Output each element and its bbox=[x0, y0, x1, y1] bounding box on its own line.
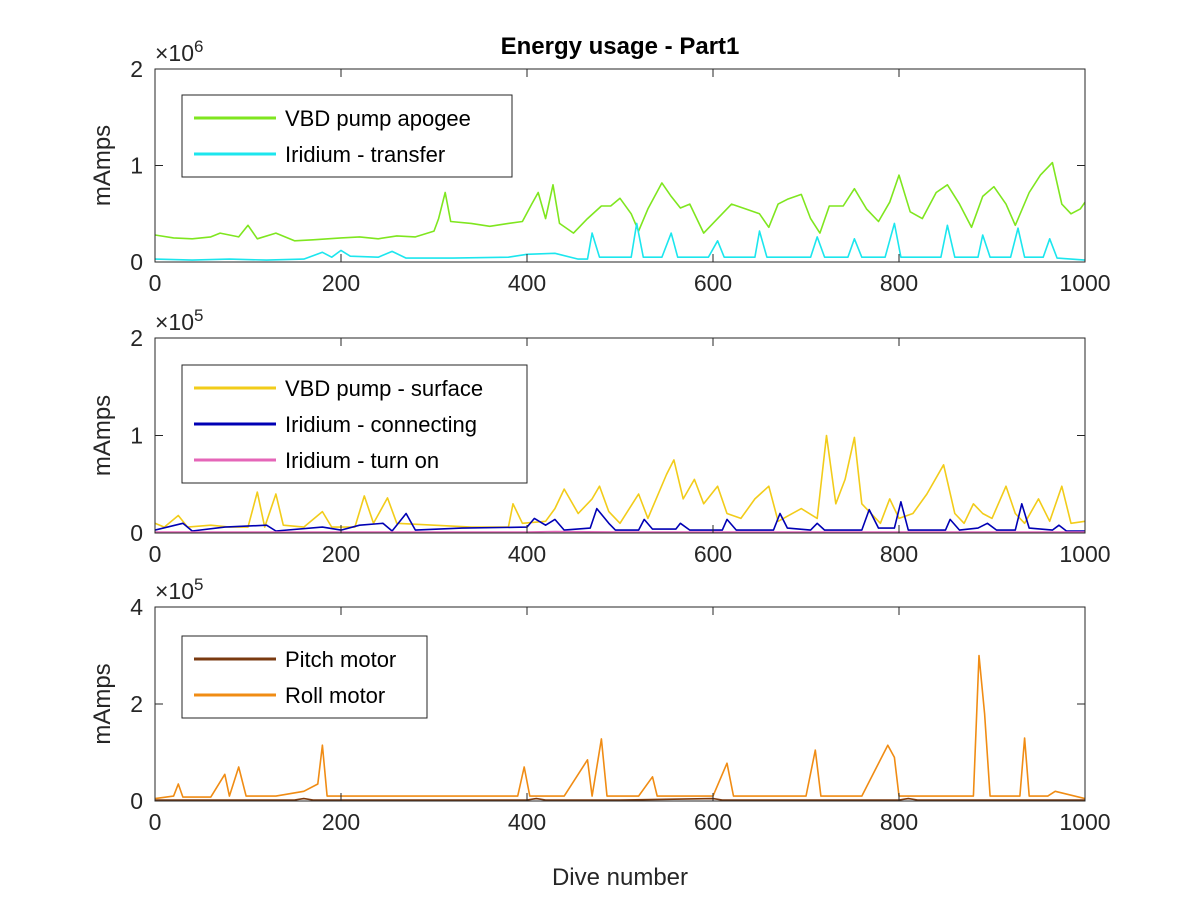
figure-title: Energy usage - Part1 bbox=[501, 33, 740, 60]
x-tick-label: 600 bbox=[694, 809, 732, 835]
y-tick-label: 2 bbox=[130, 325, 143, 351]
legend-label: VBD pump apogee bbox=[285, 106, 471, 131]
y-axis-label: mAmps bbox=[89, 125, 116, 206]
y-tick-label: 4 bbox=[130, 594, 143, 620]
legend: VBD pump - surface Iridium - connecting Ir… bbox=[181, 364, 528, 484]
series-line-vbd-pump-apogee bbox=[155, 161, 1085, 242]
x-tick-label: 1000 bbox=[1059, 541, 1110, 567]
legend-label: Iridium - turn on bbox=[285, 448, 439, 473]
x-tick-label: 600 bbox=[694, 541, 732, 567]
series-line-iridium-connecting bbox=[155, 500, 1085, 532]
x-tick-label: 200 bbox=[322, 809, 360, 835]
series-line-iridium-turn-on bbox=[155, 530, 1085, 533]
chart-panel-3: 0 200 400 600 800 1000 0 2 4 ×105 mAmps Pitch motor… bbox=[89, 575, 1111, 835]
x-axis-label: Dive number bbox=[552, 864, 688, 891]
chart-panel-1: 0 200 400 600 800 1000 0 1 2 ×106 mAmps VBD pump ap… bbox=[89, 37, 1111, 296]
legend-box bbox=[181, 94, 513, 178]
legend: Pitch motor Roll motor bbox=[181, 635, 428, 719]
x-tick-label: 800 bbox=[880, 270, 918, 296]
x-tick-label: 200 bbox=[322, 270, 360, 296]
y-exponent-label: ×106 bbox=[155, 37, 203, 66]
y-axis-label: mAmps bbox=[89, 395, 116, 476]
legend-label: Iridium - transfer bbox=[285, 142, 445, 167]
x-tick-label: 800 bbox=[880, 541, 918, 567]
x-tick-label: 0 bbox=[149, 270, 162, 296]
legend-label: VBD pump - surface bbox=[285, 376, 483, 401]
x-tick-label: 400 bbox=[508, 541, 546, 567]
x-tick-label: 400 bbox=[508, 809, 546, 835]
x-tick-label: 600 bbox=[694, 270, 732, 296]
series-group bbox=[155, 161, 1085, 261]
y-tick-label: 1 bbox=[130, 153, 143, 179]
legend-label: Iridium - connecting bbox=[285, 412, 477, 437]
y-exponent-label: ×105 bbox=[155, 306, 203, 335]
y-tick-label: 2 bbox=[130, 56, 143, 82]
legend-box bbox=[181, 635, 428, 719]
series-line-iridium-transfer bbox=[155, 222, 1085, 261]
series-line-roll-motor bbox=[155, 654, 1085, 800]
y-tick-label: 0 bbox=[130, 520, 143, 546]
legend: VBD pump apogee Iridium - transfer bbox=[181, 94, 513, 178]
series-line-pitch-motor bbox=[155, 797, 1085, 801]
chart-panel-2: 0 200 400 600 800 1000 0 1 2 ×105 mAmps VBD pump - … bbox=[89, 306, 1111, 567]
y-tick-label: 0 bbox=[130, 249, 143, 275]
x-tick-label: 0 bbox=[149, 809, 162, 835]
y-tick-label: 1 bbox=[130, 423, 143, 449]
y-tick-label: 0 bbox=[130, 788, 143, 814]
x-tick-label: 400 bbox=[508, 270, 546, 296]
x-tick-label: 800 bbox=[880, 809, 918, 835]
x-tick-label: 0 bbox=[149, 541, 162, 567]
y-tick-label: 2 bbox=[130, 691, 143, 717]
y-exponent-label: ×105 bbox=[155, 575, 203, 604]
legend-label: Roll motor bbox=[285, 683, 385, 708]
x-tick-label: 200 bbox=[322, 541, 360, 567]
y-axis-label: mAmps bbox=[89, 663, 116, 744]
x-tick-label: 1000 bbox=[1059, 809, 1110, 835]
legend-label: Pitch motor bbox=[285, 647, 396, 672]
series-line-vbd-pump-surface bbox=[155, 434, 1085, 528]
series-group bbox=[155, 654, 1085, 801]
x-tick-label: 1000 bbox=[1059, 270, 1110, 296]
